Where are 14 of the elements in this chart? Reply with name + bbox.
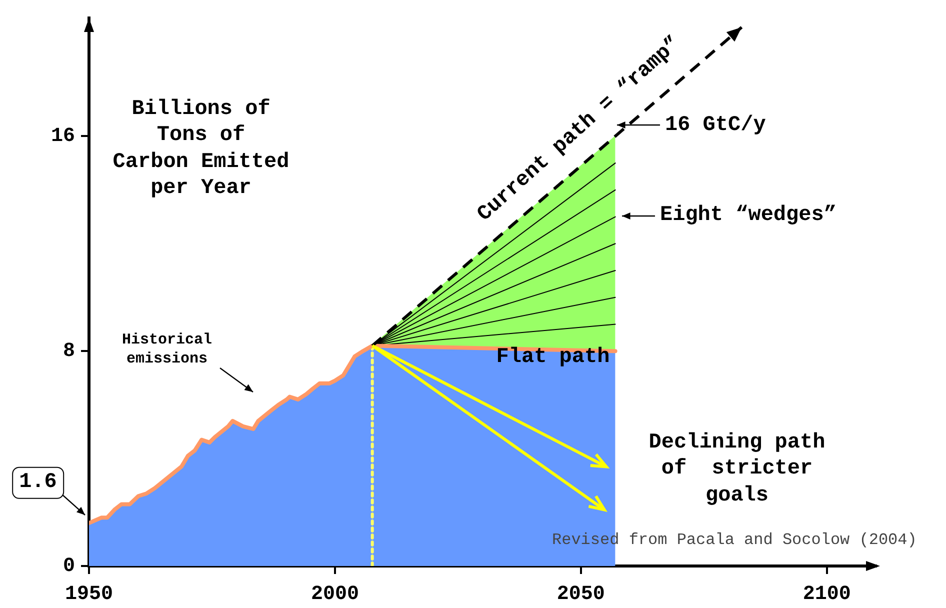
x-tick-label: 2100 [802,583,851,606]
annotation: Flat path [496,344,610,371]
x-tick-label: 1950 [64,583,114,606]
x-tick-label: 2050 [556,583,605,606]
text: 1.6 [12,466,64,500]
x-tick-label: 2000 [310,583,359,606]
annotation: 16 GtC/y [665,112,766,139]
annotation: Declining path of stricter goals [648,430,826,510]
annotation: Historical emissions [122,331,212,369]
y-axis-title: Billions of Tons of Carbon Emitted per Year [112,97,290,202]
annotation: Eight “wedges” [660,202,836,229]
y-tick-label: 16 [50,125,75,148]
y-tick-label: 8 [62,340,75,364]
y-tick-label: 0 [62,555,75,578]
